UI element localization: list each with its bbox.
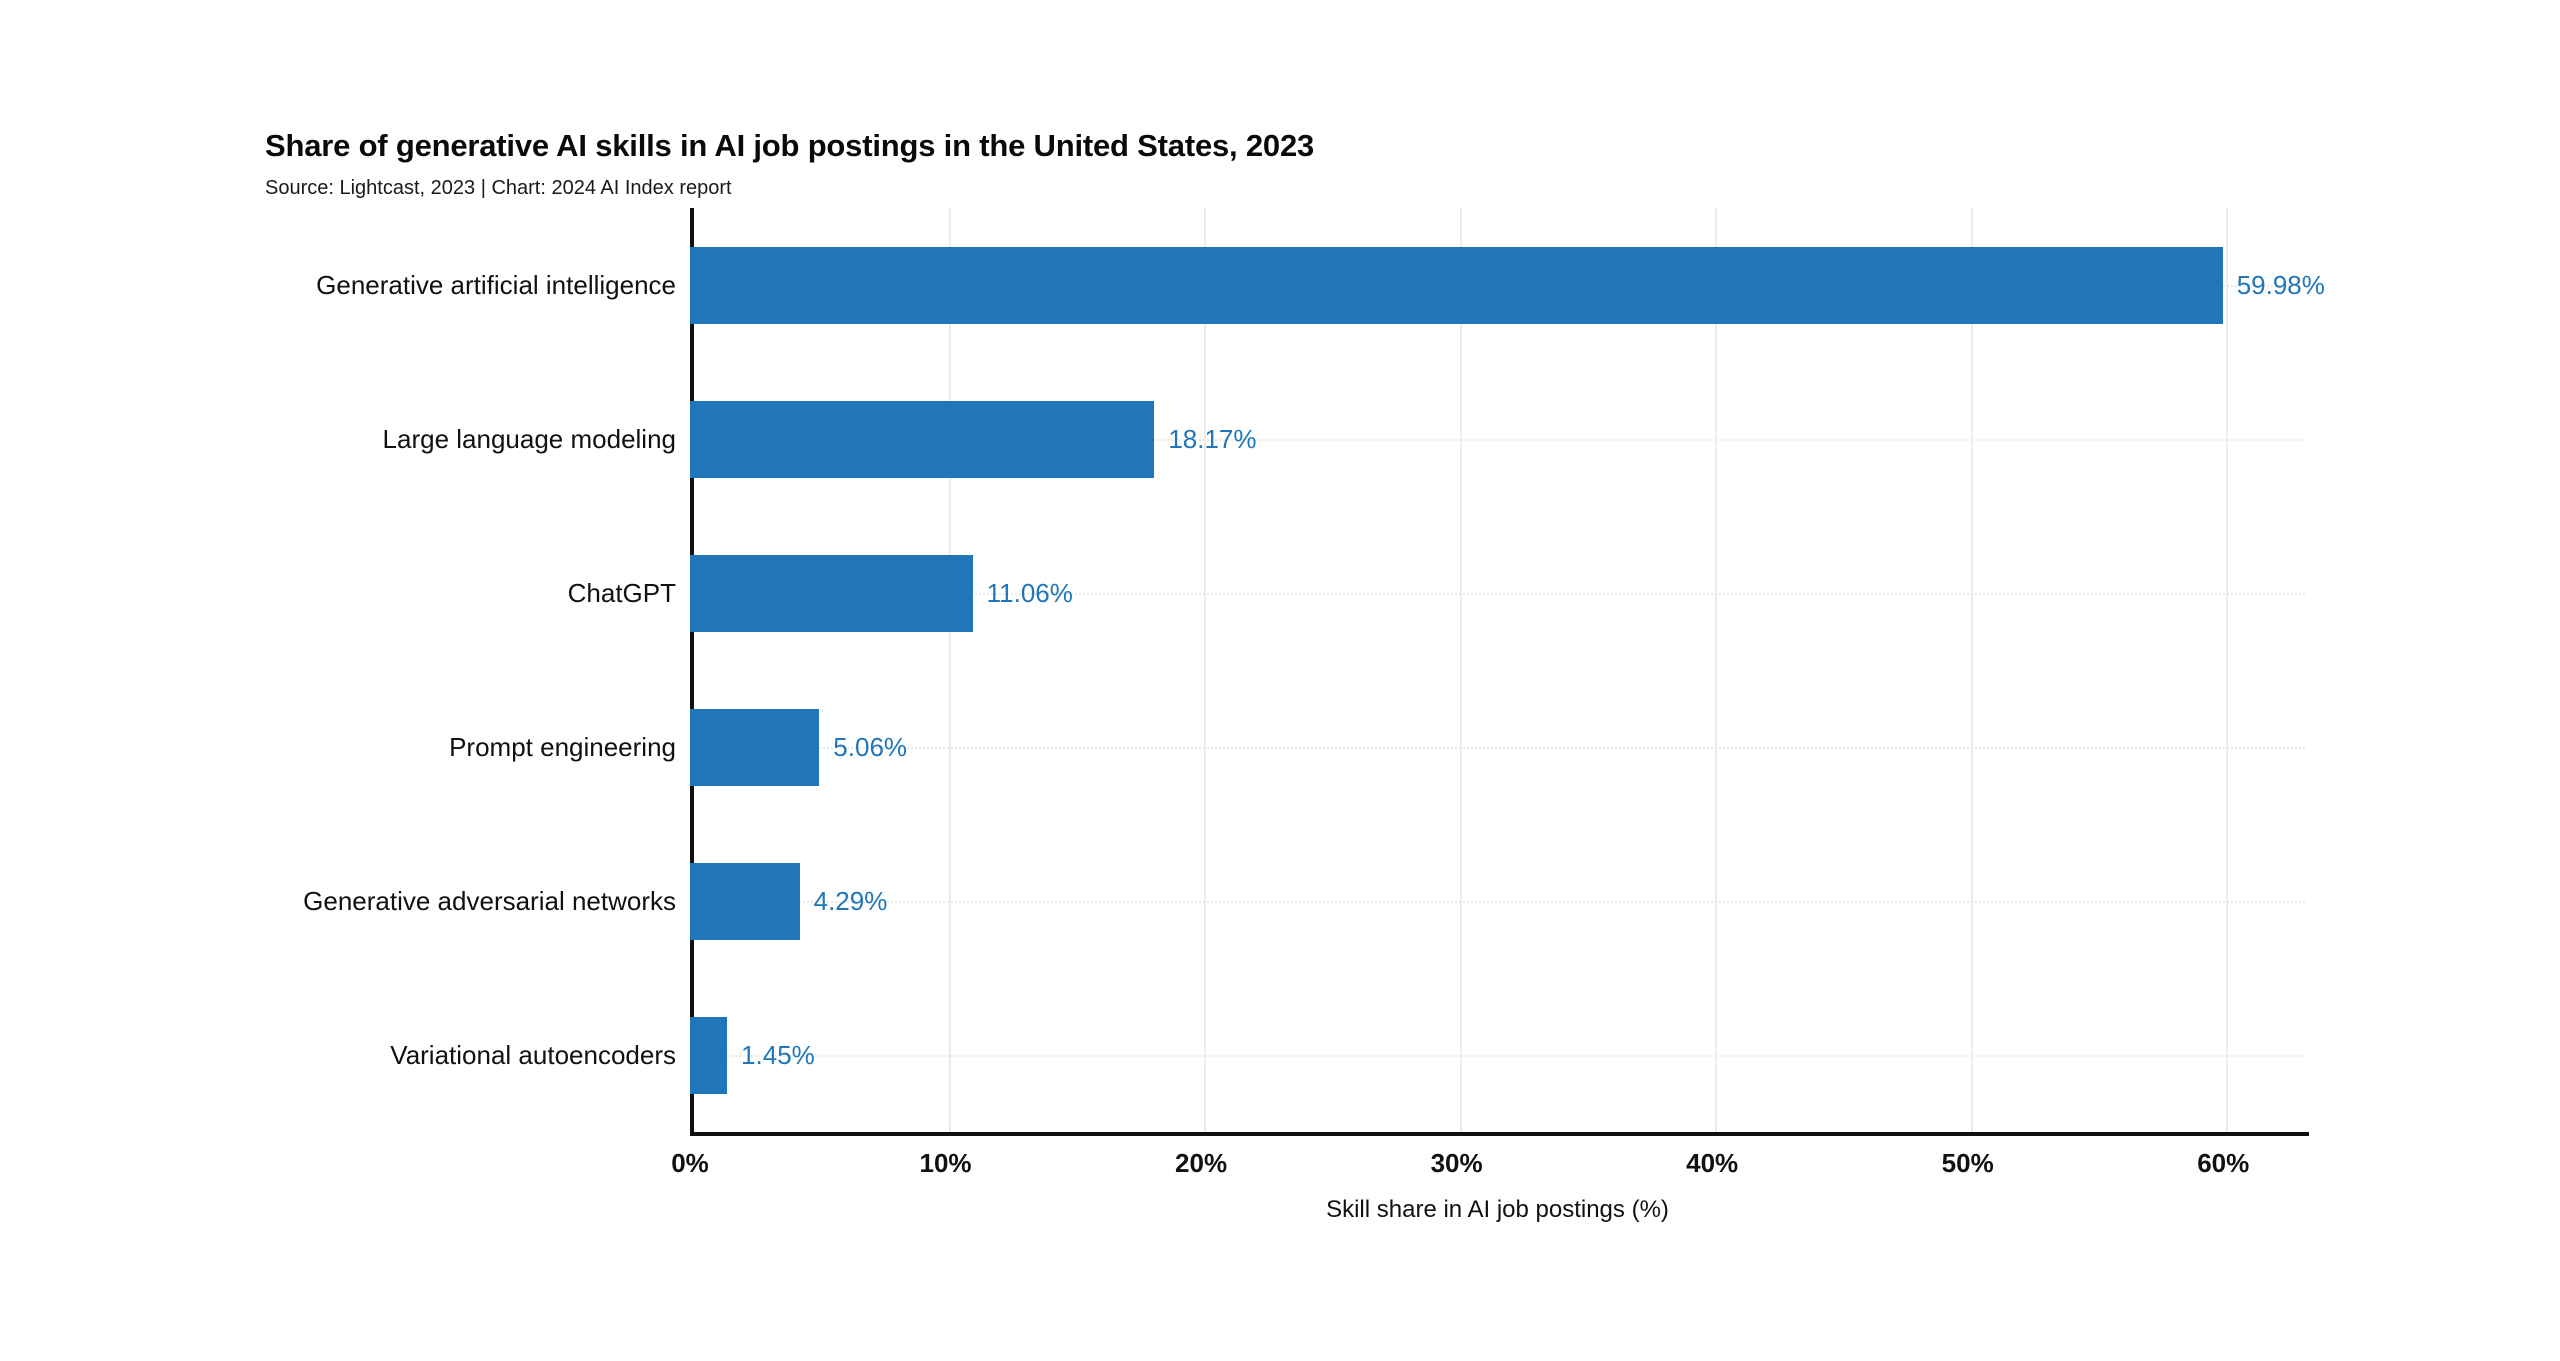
x-tick-label: 50% <box>1941 1148 1994 1178</box>
bar-zone: 11.06% <box>690 516 2305 670</box>
bar <box>690 708 820 786</box>
chart-title: Share of generative AI skills in AI job … <box>265 128 1315 163</box>
x-axis-title: Skill share in AI job postings (%) <box>1326 1196 1669 1223</box>
bar-value-label: 4.29% <box>813 885 888 916</box>
bar <box>690 400 1155 478</box>
x-tick-label: 0% <box>671 1148 709 1178</box>
x-tick-label: 30% <box>1430 1148 1483 1178</box>
category-label: Prompt engineering <box>449 731 676 762</box>
bar-zone: 18.17% <box>690 362 2305 516</box>
bar <box>690 1016 728 1094</box>
bar-zone: 59.98% <box>690 208 2325 362</box>
bar-value-label: 18.17% <box>1168 423 1257 454</box>
category-label: ChatGPT <box>567 577 676 608</box>
bar-zone: 1.45% <box>690 978 2305 1132</box>
x-tick-label: 10% <box>919 1148 972 1178</box>
bar-zone: 5.06% <box>690 670 2305 824</box>
bar-value-label: 59.98% <box>2236 269 2325 300</box>
bar <box>690 554 973 632</box>
bar-value-label: 1.45% <box>741 1039 815 1070</box>
chart-subtitle: Source: Lightcast, 2023 | Chart: 2024 AI… <box>265 177 732 199</box>
bar-value-label: 11.06% <box>986 577 1073 608</box>
horizontal-gridline <box>690 901 2305 903</box>
bar <box>690 862 800 940</box>
x-tick-label: 60% <box>2197 1148 2250 1178</box>
category-label: Large language modeling <box>382 423 676 454</box>
x-tick-label: 20% <box>1175 1148 1228 1178</box>
category-label: Generative artificial intelligence <box>316 269 676 300</box>
x-tick-label: 40% <box>1686 1148 1739 1178</box>
bar-row: Generative adversarial networks 4.29% <box>265 824 2305 978</box>
bar-row: ChatGPT 11.06% <box>265 516 2305 670</box>
bar-rows: Generative artificial intelligence 59.98… <box>265 208 2325 1132</box>
bar-value-label: 5.06% <box>833 731 908 762</box>
bar-row: Generative artificial intelligence 59.98… <box>265 208 2325 362</box>
category-label: Variational autoencoders <box>390 1039 676 1070</box>
horizontal-gridline <box>690 1055 2305 1057</box>
horizontal-gridline <box>690 439 2305 441</box>
bar-row: Large language modeling 18.17% <box>265 362 2305 516</box>
horizontal-gridline <box>690 593 2305 595</box>
category-label: Generative adversarial networks <box>303 885 676 916</box>
bar-row: Variational autoencoders 1.45% <box>265 978 2305 1132</box>
x-axis-ticks: 0% 10% 20% 30% 40% 50% 60% <box>671 1148 2305 1184</box>
horizontal-gridline <box>690 747 2305 749</box>
bar-zone: 4.29% <box>690 824 2305 978</box>
bar-row: Prompt engineering 5.06% <box>265 670 2305 824</box>
bar <box>690 246 2223 324</box>
chart-area: Generative artificial intelligence 59.98… <box>265 208 2325 1136</box>
